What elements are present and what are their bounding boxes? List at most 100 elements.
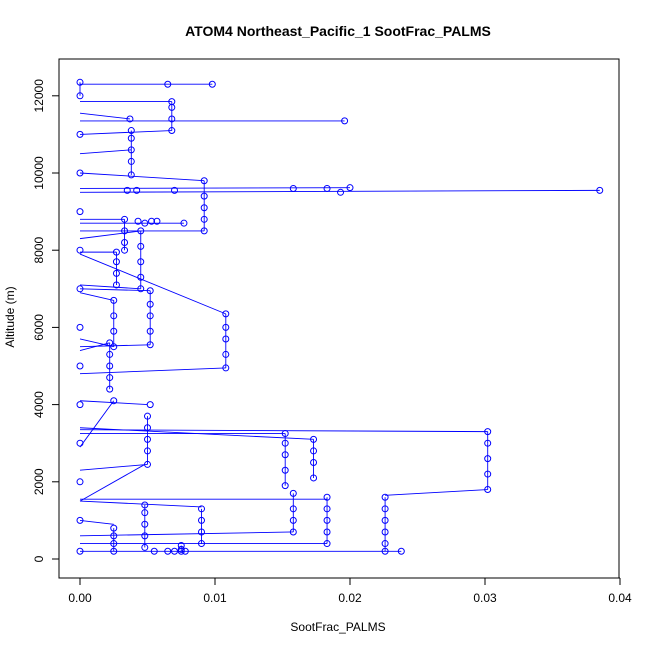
data-point xyxy=(112,258,120,266)
data-point xyxy=(141,520,149,528)
data-point xyxy=(310,435,318,443)
connecting-line xyxy=(79,149,132,155)
data-point xyxy=(200,192,208,200)
data-point xyxy=(141,532,149,540)
data-point xyxy=(123,186,131,194)
data-point xyxy=(110,312,118,320)
y-tick-label: 8000 xyxy=(32,237,46,264)
data-point xyxy=(146,300,154,308)
data-point xyxy=(110,327,118,335)
data-point xyxy=(323,540,331,548)
data-point xyxy=(144,447,151,455)
y-axis: 0 2000 4000 6000 8000 10000 12000 xyxy=(32,79,60,562)
chart-title: ATOM4 Northeast_Pacific_1 SootFrac_PALMS xyxy=(185,23,491,39)
data-point xyxy=(200,215,208,223)
data-point xyxy=(141,509,149,517)
data-point xyxy=(76,516,84,524)
data-point xyxy=(289,489,297,497)
data-point xyxy=(180,219,188,227)
data-point xyxy=(198,505,205,513)
data-point xyxy=(177,545,185,553)
data-point xyxy=(110,524,118,532)
data-point xyxy=(76,78,84,86)
connecting-line xyxy=(79,519,114,525)
data-point xyxy=(76,92,84,100)
x-tick-label: 0.04 xyxy=(608,591,632,605)
data-point xyxy=(106,350,114,358)
data-point xyxy=(171,186,178,194)
data-point xyxy=(133,186,141,194)
connecting-line xyxy=(79,531,294,537)
connecting-line xyxy=(79,292,114,301)
data-point xyxy=(198,540,205,548)
data-point xyxy=(141,219,149,227)
data-point xyxy=(76,208,84,216)
y-tick-label: 0 xyxy=(32,555,46,562)
data-point xyxy=(164,547,172,555)
data-point xyxy=(112,248,120,256)
data-point xyxy=(76,246,84,254)
data-point xyxy=(341,117,349,125)
connecting-line xyxy=(79,189,600,193)
x-tick-label: 0.01 xyxy=(203,591,227,605)
data-point xyxy=(110,296,118,304)
data-point xyxy=(484,455,492,463)
data-point xyxy=(137,242,145,250)
data-point xyxy=(110,547,118,555)
data-point xyxy=(144,435,151,443)
connecting-line xyxy=(79,500,202,508)
data-point xyxy=(121,227,129,235)
data-point xyxy=(381,505,389,513)
data-point xyxy=(337,188,345,196)
data-point xyxy=(281,451,289,459)
connecting-line xyxy=(79,400,148,406)
data-point xyxy=(76,362,84,370)
data-point xyxy=(144,460,151,468)
connecting-line xyxy=(79,130,172,135)
data-point xyxy=(281,482,289,490)
data-point xyxy=(127,134,135,142)
data-point xyxy=(146,327,154,335)
data-point xyxy=(76,285,84,293)
connecting-line xyxy=(79,187,351,189)
data-point xyxy=(323,493,331,501)
data-point xyxy=(76,169,84,177)
x-tick-label: 0.03 xyxy=(473,591,497,605)
data-point xyxy=(76,130,84,138)
data-point xyxy=(121,238,129,246)
data-point xyxy=(110,397,118,405)
connecting-line xyxy=(79,172,205,182)
data-point xyxy=(484,486,492,494)
data-point xyxy=(146,341,154,349)
data-point xyxy=(222,350,230,358)
data-point xyxy=(323,516,331,524)
data-point xyxy=(168,98,176,106)
data-point xyxy=(381,528,389,536)
data-point xyxy=(310,459,318,466)
data-point xyxy=(346,184,354,192)
data-point xyxy=(200,177,208,185)
data-point xyxy=(148,217,156,225)
data-point xyxy=(198,516,205,524)
data-point xyxy=(323,505,331,513)
data-point xyxy=(121,215,129,223)
data-point xyxy=(137,227,145,235)
connecting-lines xyxy=(79,82,600,552)
data-point xyxy=(153,217,161,225)
data-point xyxy=(177,541,185,549)
data-point xyxy=(76,439,84,447)
data-point xyxy=(181,547,189,555)
plot-area-border xyxy=(58,58,620,579)
y-tick-label: 12000 xyxy=(32,79,46,113)
connecting-line xyxy=(79,230,141,240)
data-point xyxy=(146,401,154,409)
connecting-line xyxy=(79,112,131,120)
data-point xyxy=(134,217,142,225)
y-tick-label: 6000 xyxy=(32,314,46,341)
data-point xyxy=(127,127,135,135)
connecting-line xyxy=(79,463,148,471)
y-tick-label: 2000 xyxy=(32,468,46,495)
data-point xyxy=(222,323,230,331)
data-point xyxy=(222,364,230,372)
